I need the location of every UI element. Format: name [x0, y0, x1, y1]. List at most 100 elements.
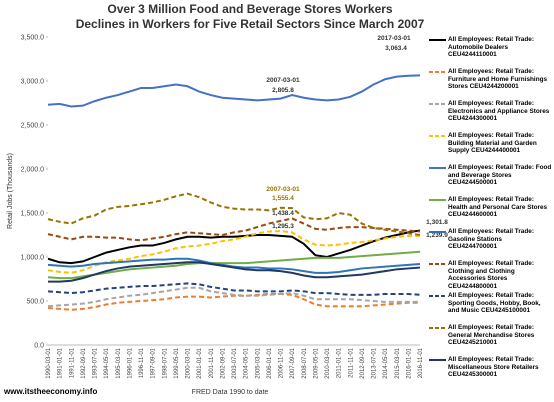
annotation: 1,295.3	[272, 223, 294, 230]
legend-swatch	[429, 295, 446, 297]
x-tick-label: 2011-11-01	[348, 347, 354, 377]
legend-label: All Employees: Retail Trade: Clothing an…	[448, 260, 534, 290]
series-line	[47, 229, 421, 265]
y-tick-label: 2,000.0	[21, 167, 44, 174]
legend-swatch	[429, 167, 446, 169]
x-tick-label: 1990-03-01	[46, 347, 52, 378]
series-line	[47, 282, 421, 296]
annotation: 2017-03-01	[377, 35, 411, 42]
legend-label: All Employees: Retail Trade: Miscellaneo…	[448, 356, 539, 379]
legend-swatch	[429, 231, 446, 233]
x-tick-label: 1998-07-01	[162, 347, 168, 378]
x-tick-label: 2001-11-01	[209, 347, 215, 378]
series-line	[47, 192, 421, 236]
annotation: 2007-03-01	[266, 77, 300, 84]
legend-label: All Employees: Retail Trade: Sporting Go…	[448, 292, 541, 315]
x-tick-label: 1994-05-01	[104, 347, 110, 378]
legend-swatch	[429, 199, 446, 201]
series-line	[47, 257, 421, 274]
x-tick-label: 2009-05-01	[313, 347, 319, 378]
title: Over 3 Million Food and Beverage Stores …	[107, 2, 393, 16]
x-tick-label: 1997-09-01	[151, 347, 157, 378]
x-tick-label: 2011-01-01	[337, 347, 343, 378]
annotation: 3,063.4	[385, 45, 407, 52]
y-tick-label: 500.0	[26, 299, 44, 306]
annotation: 2,805.8	[272, 87, 294, 94]
legend-entry: All Employees: Retail Trade: Miscellaneo…	[428, 356, 552, 379]
legend-label: All Employees: Retail Trade: Furniture a…	[448, 68, 548, 91]
legend-label: All Employees: Retail Trade: Food and Be…	[448, 164, 552, 187]
x-tick-label: 2015-03-01	[395, 347, 401, 378]
legend-label: All Employees: Retail Trade: Health and …	[448, 196, 548, 219]
x-tick-label: 1995-03-01	[116, 347, 122, 378]
legend-label: All Employees: Retail Trade: Gasoline St…	[448, 228, 534, 251]
x-axis-label: FRED Data 1990 to date	[192, 389, 269, 396]
x-tick-label: 2001-01-01	[197, 347, 203, 378]
x-tick-label: 1992-09-01	[81, 347, 87, 378]
x-tick-label: 2000-03-01	[186, 347, 192, 378]
x-tick-label: 2014-05-01	[383, 347, 389, 378]
x-tick-label: 2012-09-01	[360, 347, 366, 378]
legend-label: All Employees: Retail Trade: Automobile …	[448, 36, 534, 59]
series-line	[47, 286, 420, 308]
x-tick-label: 2007-09-01	[290, 347, 296, 378]
x-tick-label: 2004-05-01	[244, 347, 250, 378]
x-tick-label: 1996-01-01	[127, 347, 133, 378]
x-tick-label: 1991-11-01	[69, 347, 75, 378]
annotation: 1,301.8	[426, 219, 448, 226]
series-line	[47, 250, 421, 280]
y-tick-label: 1,000.0	[21, 255, 44, 262]
legend-entry: All Employees: Retail Trade: Furniture a…	[428, 68, 552, 91]
title: Declines in Workers for Five Retail Sect…	[76, 17, 425, 31]
legend-entry: All Employees: Retail Trade: Sporting Go…	[428, 292, 552, 315]
x-tick-label: 2016-01-01	[406, 347, 412, 378]
source: www.itstheeconomy.info	[3, 387, 97, 396]
legend-entry: All Employees: Retail Trade: Automobile …	[428, 36, 552, 59]
legend-entry: All Employees: Retail Trade: Health and …	[428, 196, 552, 219]
x-tick-label: 1991-01-01	[58, 347, 64, 378]
x-tick-label: 2016-11-01	[418, 347, 424, 378]
legend-swatch	[429, 327, 446, 329]
legend-label: All Employees: Retail Trade: General Mer…	[448, 324, 535, 347]
y-tick-label: 3,500.0	[21, 35, 44, 42]
y-axis-label: Retail Jobs (Thousands)	[7, 153, 14, 229]
x-tick-label: 2003-07-01	[232, 347, 238, 378]
legend-entry: All Employees: Retail Trade: General Mer…	[428, 324, 552, 347]
legend-entry: All Employees: Retail Trade: Gasoline St…	[428, 228, 552, 251]
x-tick-label: 2005-03-01	[255, 347, 261, 378]
x-tick-label: 1999-05-01	[174, 347, 180, 378]
x-tick-label: 2002-09-01	[220, 347, 226, 378]
annotation: 1,239.9	[426, 232, 448, 239]
x-tick-label: 2006-11-01	[279, 347, 285, 378]
legend-swatch	[429, 135, 446, 137]
x-tick-label: 2008-07-01	[302, 347, 308, 378]
annotation: 1,438.4	[272, 210, 294, 217]
x-tick-label: 2006-01-01	[267, 347, 273, 378]
legend-swatch	[429, 103, 446, 105]
legend-label: All Employees: Retail Trade: Electronics…	[448, 100, 550, 123]
annotation: 2007-03-01	[266, 186, 300, 193]
y-tick-label: 0.0	[34, 343, 44, 350]
legend-entry: All Employees: Retail Trade: Building Ma…	[428, 132, 552, 155]
legend-swatch	[429, 359, 446, 361]
series-line	[47, 292, 420, 311]
legend-entry: All Employees: Retail Trade: Electronics…	[428, 100, 552, 123]
x-tick-label: 2010-03-01	[325, 347, 331, 378]
legend-entry: All Employees: Retail Trade: Clothing an…	[428, 260, 552, 290]
legend-entry: All Employees: Retail Trade: Food and Be…	[428, 164, 552, 187]
series-line	[48, 261, 421, 283]
legend-swatch	[429, 263, 446, 265]
x-tick-label: 1993-07-01	[93, 347, 99, 378]
x-tick-label: 2013-07-01	[372, 347, 378, 378]
series-line	[47, 74, 421, 108]
annotation: 1,555.4	[272, 195, 294, 202]
legend-label: All Employees: Retail Trade: Building Ma…	[448, 132, 537, 155]
legend-swatch	[429, 71, 446, 73]
y-tick-label: 2,500.0	[21, 123, 44, 130]
y-tick-label: 1,500.0	[21, 211, 44, 218]
series-line	[47, 217, 421, 242]
legend-swatch	[429, 39, 446, 41]
y-tick-label: 3,000.0	[21, 79, 44, 86]
